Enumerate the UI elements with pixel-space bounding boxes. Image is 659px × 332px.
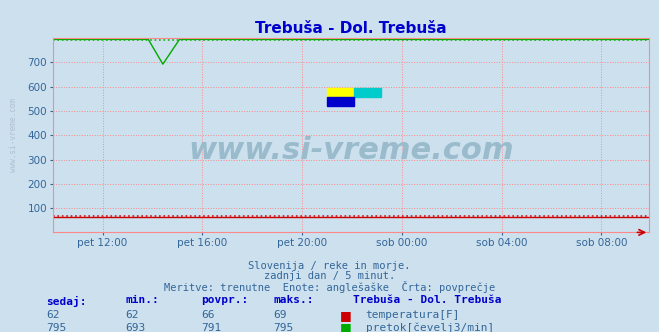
Text: 66: 66 — [201, 310, 214, 320]
Text: povpr.:: povpr.: — [201, 295, 248, 305]
Text: www.si-vreme.com: www.si-vreme.com — [9, 98, 18, 172]
Text: zadnji dan / 5 minut.: zadnji dan / 5 minut. — [264, 271, 395, 281]
Text: maks.:: maks.: — [273, 295, 314, 305]
Bar — [327, 97, 354, 106]
Title: Trebuša - Dol. Trebuša: Trebuša - Dol. Trebuša — [255, 21, 447, 36]
Text: Slovenija / reke in morje.: Slovenija / reke in morje. — [248, 261, 411, 271]
Text: Meritve: trenutne  Enote: anglešaške  Črta: povprečje: Meritve: trenutne Enote: anglešaške Črta… — [164, 281, 495, 292]
Text: ■: ■ — [339, 309, 351, 322]
Text: temperatura[F]: temperatura[F] — [366, 310, 460, 320]
Text: 62: 62 — [125, 310, 138, 320]
Text: 795: 795 — [46, 323, 67, 332]
Text: ■: ■ — [339, 321, 351, 332]
Text: 69: 69 — [273, 310, 287, 320]
Text: pretok[čevelj3/min]: pretok[čevelj3/min] — [366, 323, 494, 332]
Bar — [327, 88, 354, 97]
Text: 791: 791 — [201, 323, 221, 332]
Text: 62: 62 — [46, 310, 59, 320]
Text: 693: 693 — [125, 323, 146, 332]
Bar — [354, 88, 381, 97]
Text: Trebuša - Dol. Trebuša: Trebuša - Dol. Trebuša — [353, 295, 501, 305]
Text: www.si-vreme.com: www.si-vreme.com — [188, 136, 514, 165]
Text: 795: 795 — [273, 323, 294, 332]
Text: sedaj:: sedaj: — [46, 295, 86, 306]
Text: min.:: min.: — [125, 295, 159, 305]
